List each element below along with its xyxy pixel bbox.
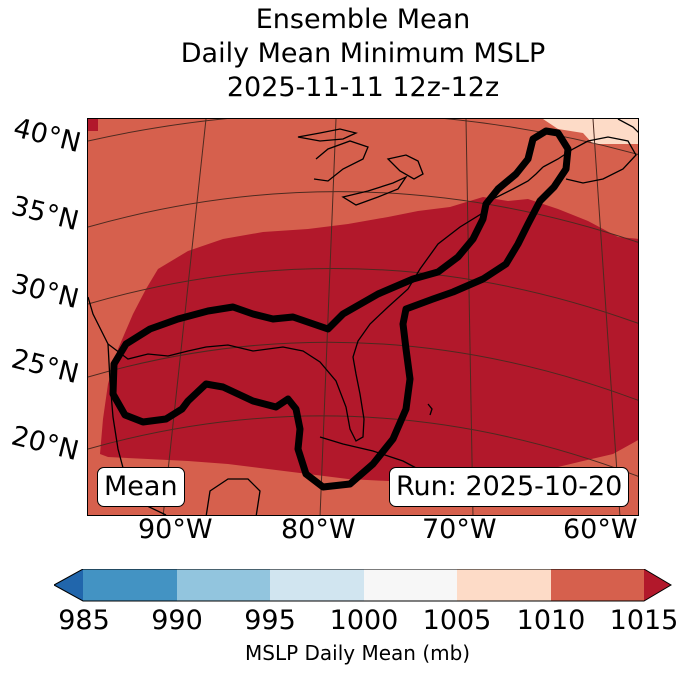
title-line-2: Daily Mean Minimum MSLP — [180, 38, 546, 69]
cb-tick-1010: 1010 — [516, 605, 586, 636]
colorbar-seg-990-995 — [177, 569, 270, 601]
colorbar-seg-995-1000 — [270, 569, 364, 601]
colorbar-seg-985-990 — [83, 569, 177, 601]
cb-tick-995: 995 — [244, 605, 296, 636]
mean-contour — [109, 127, 572, 491]
lat-label-25: 25°N — [8, 343, 82, 391]
cb-tick-1015: 1015 — [609, 605, 679, 636]
colorbar-seg-1000-1005 — [364, 569, 457, 601]
colorbar-seg-1010-1015 — [551, 569, 644, 601]
title-line-1: Ensemble Mean — [255, 4, 471, 35]
map-panel — [87, 118, 639, 516]
lat-label-20: 20°N — [8, 420, 82, 468]
cb-tick-990: 990 — [151, 605, 203, 636]
lat-label-30: 30°N — [8, 268, 82, 316]
colorbar-extend-high — [644, 569, 671, 601]
lon-label-70w: 70°W — [422, 514, 497, 545]
colorbar-label: MSLP Daily Mean (mb) — [245, 641, 471, 665]
colorbar-outline — [54, 569, 672, 602]
pressure-1015-corner — [88, 119, 98, 131]
title-line-3: 2025-11-11 12z-12z — [226, 72, 500, 103]
colorbar — [54, 569, 672, 602]
colorbar-seg-1005-1010 — [457, 569, 551, 601]
lon-label-90w: 90°W — [138, 514, 213, 545]
lon-label-80w: 80°W — [281, 514, 356, 545]
cb-tick-1000: 1000 — [329, 605, 399, 636]
cb-tick-1005: 1005 — [422, 605, 492, 636]
mean-label-box: Mean — [97, 467, 185, 507]
lat-label-40: 40°N — [10, 112, 84, 160]
colorbar-extend-low — [54, 569, 83, 601]
lon-label-60w: 60°W — [563, 514, 638, 545]
lat-label-35: 35°N — [8, 190, 82, 238]
map-svg — [88, 119, 638, 515]
run-date-box: Run: 2025-10-20 — [389, 467, 630, 507]
cb-tick-985: 985 — [58, 605, 110, 636]
